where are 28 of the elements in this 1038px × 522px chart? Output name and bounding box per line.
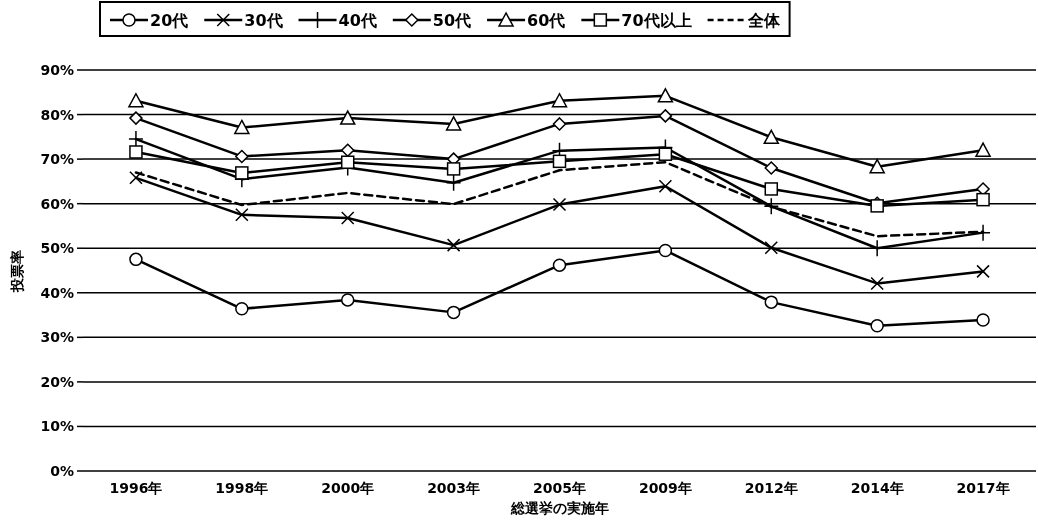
y-tick-label: 30% bbox=[40, 329, 74, 346]
legend-label: 全体 bbox=[746, 11, 781, 30]
legend-label: 70代以上 bbox=[621, 11, 692, 30]
legend-label: 50代 bbox=[432, 11, 472, 30]
y-tick-label: 10% bbox=[40, 418, 74, 435]
legend-label: 20代 bbox=[150, 11, 189, 30]
y-tick-label: 50% bbox=[40, 240, 74, 257]
x-tick-label: 2005年 bbox=[533, 480, 586, 496]
x-tick-label: 1996年 bbox=[109, 480, 163, 496]
y-tick-label: 0% bbox=[50, 463, 74, 479]
legend-label: 60代 bbox=[527, 11, 566, 30]
x-tick-label: 1998年 bbox=[215, 480, 269, 496]
x-tick-label: 2003年 bbox=[427, 480, 481, 496]
y-axis-title: 投票率 bbox=[9, 249, 25, 293]
legend-label: 40代 bbox=[338, 11, 377, 30]
y-tick-label: 60% bbox=[40, 195, 74, 212]
x-axis-title: 総選挙の実施年 bbox=[509, 500, 609, 516]
legend-label: 30代 bbox=[244, 11, 283, 30]
y-tick-label: 90% bbox=[40, 62, 74, 78]
x-tick-label: 2000年 bbox=[321, 480, 375, 496]
x-tick-label: 2012年 bbox=[744, 480, 798, 496]
x-tick-label: 2014年 bbox=[850, 480, 904, 496]
y-tick-label: 20% bbox=[40, 373, 74, 390]
y-tick-label: 70% bbox=[40, 151, 74, 168]
y-tick-label: 80% bbox=[40, 106, 74, 123]
x-tick-label: 2017年 bbox=[956, 480, 1010, 496]
y-tick-label: 40% bbox=[40, 284, 74, 301]
x-tick-label: 2009年 bbox=[638, 480, 692, 496]
